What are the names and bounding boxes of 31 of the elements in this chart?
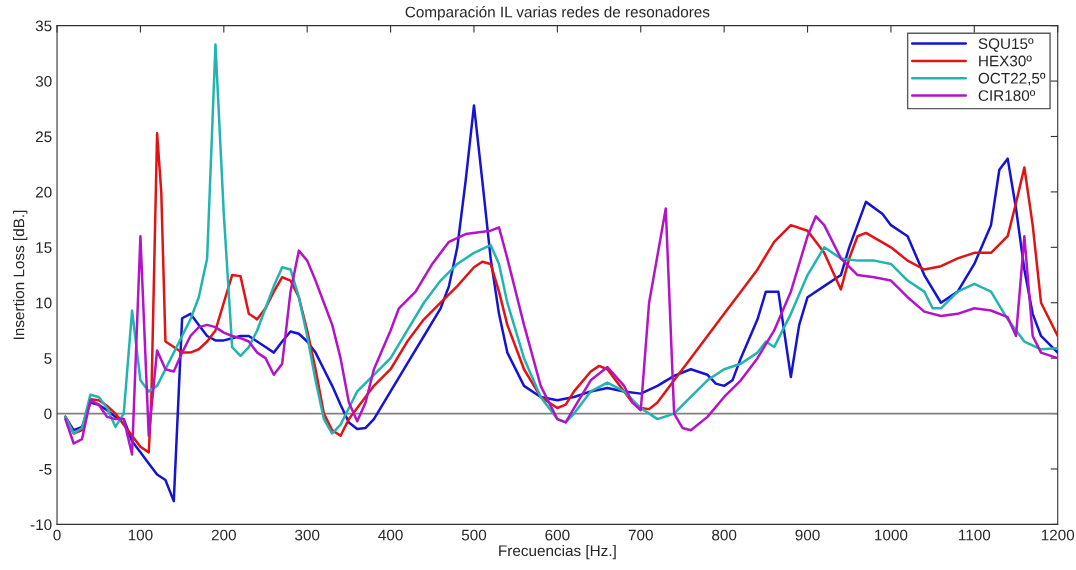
x-axis-title: Frecuencias [Hz.] [499,544,616,560]
x-tick-label: 400 [378,529,403,541]
legend-label: CIR180º [978,90,1036,101]
x-tick-label: 100 [128,529,153,541]
x-tick-label: 1200 [1041,529,1075,541]
x-tick-label: 700 [628,529,653,541]
x-tick-label: 600 [545,529,570,541]
x-tick-label: 200 [211,529,236,541]
y-tick-label: 25 [35,131,52,143]
chart-title: Comparación IL varias redes de resonadores [405,6,710,21]
y-tick-label: 10 [36,297,52,309]
x-tick-label: 1000 [875,529,908,541]
x-tick-label: 800 [712,529,737,541]
y-tick-label: 20 [35,186,52,198]
y-tick-label: 0 [44,408,52,420]
x-tick-label: 300 [295,529,320,541]
legend-label: SQU15º [978,38,1034,52]
x-tick-label: 900 [795,529,820,541]
x-tick-label: 1100 [959,529,991,541]
y-tick-label: 15 [36,242,52,253]
y-tick-label: -10 [30,519,52,531]
x-tick-label: 0 [53,529,61,541]
y-tick-label: 30 [35,75,52,87]
y-axis-title: Insertion Loss [dB.] [13,210,28,339]
y-tick-label: 35 [35,20,52,32]
y-tick-label: -5 [39,464,52,475]
y-tick-label: 5 [44,353,52,364]
legend-label: OCT22,5º [978,72,1046,86]
line-series [64,207,1058,456]
x-tick-label: 500 [461,529,487,541]
legend-label: HEX30º [979,55,1032,67]
